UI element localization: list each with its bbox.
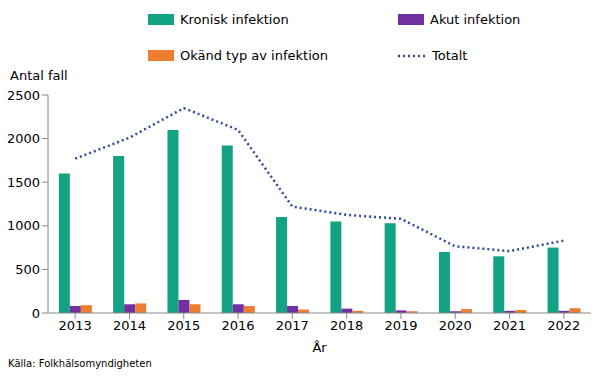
svg-text:2013: 2013 bbox=[59, 318, 92, 333]
svg-text:2014: 2014 bbox=[113, 318, 146, 333]
svg-text:2000: 2000 bbox=[8, 131, 40, 146]
html-text:Akut infektion: Akut infektion bbox=[430, 12, 521, 27]
html-text:Okänd typ av infektion: Okänd typ av infektion bbox=[180, 48, 328, 63]
svg-text:0: 0 bbox=[32, 306, 40, 321]
html-text:Källa: Folkhälsomyndigheten: Källa: Folkhälsomyndigheten bbox=[8, 358, 152, 369]
svg-text:1000: 1000 bbox=[8, 218, 40, 233]
svg-text:1500: 1500 bbox=[8, 175, 40, 190]
html-text:Kronisk infektion: Kronisk infektion bbox=[180, 12, 289, 27]
svg-text:2018: 2018 bbox=[330, 318, 363, 333]
svg-text:2016: 2016 bbox=[222, 318, 255, 333]
html-text:Antal fall: Antal fall bbox=[10, 68, 68, 83]
svg-text:2021: 2021 bbox=[493, 318, 526, 333]
svg-text:2022: 2022 bbox=[547, 318, 580, 333]
svg-text:2017: 2017 bbox=[276, 318, 309, 333]
svg-text:500: 500 bbox=[15, 262, 40, 277]
svg-text:2015: 2015 bbox=[167, 318, 200, 333]
svg-text:År: År bbox=[312, 340, 327, 355]
svg-text:2500: 2500 bbox=[8, 88, 40, 103]
svg-text:2020: 2020 bbox=[439, 318, 472, 333]
svg-text:2019: 2019 bbox=[384, 318, 417, 333]
html-text:Totalt: Totalt bbox=[432, 48, 468, 63]
